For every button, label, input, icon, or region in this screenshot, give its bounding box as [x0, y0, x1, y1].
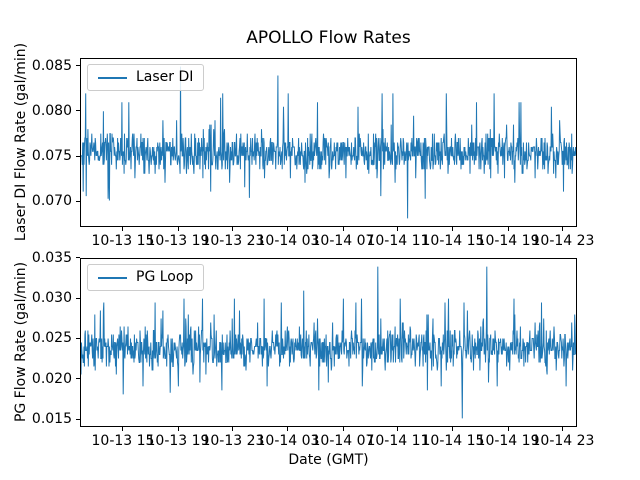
y-tick-mark — [76, 200, 80, 202]
x-tick-mark — [397, 427, 399, 431]
top-legend-label: Laser DI — [136, 69, 194, 85]
bottom-legend: PG Loop — [87, 264, 205, 291]
x-tick-mark — [177, 427, 179, 431]
bottom-plot-svg — [81, 266, 576, 419]
legend-line-sample-icon — [98, 76, 127, 79]
x-tick-mark — [287, 227, 289, 231]
y-tick-mark — [76, 418, 80, 420]
bottom-plot-area: PG Loop — [80, 258, 577, 427]
x-axis-label: Date (GMT) — [288, 452, 369, 468]
x-tick-mark — [507, 427, 509, 431]
y-tick-mark — [76, 257, 80, 259]
y-tick-mark — [76, 337, 80, 339]
laser-di-series-line — [81, 66, 576, 219]
x-tick-label: 10-13 19 — [146, 433, 210, 449]
x-tick-label: 10-13 23 — [201, 433, 265, 449]
x-tick-label: 10-14 03 — [256, 433, 320, 449]
x-tick-mark — [562, 427, 564, 431]
y-tick-mark — [76, 65, 80, 67]
x-tick-mark — [232, 427, 234, 431]
x-tick-mark — [342, 427, 344, 431]
x-tick-label: 10-14 15 — [421, 233, 485, 249]
y-tick-mark — [76, 155, 80, 157]
y-tick-label: 0.015 — [31, 411, 72, 428]
x-tick-label: 10-14 23 — [531, 433, 595, 449]
top-legend: Laser DI — [87, 64, 205, 91]
bottom-legend-label: PG Loop — [136, 269, 194, 285]
top-plot-svg — [81, 66, 576, 219]
x-tick-label: 10-14 07 — [311, 233, 375, 249]
x-tick-mark — [287, 427, 289, 431]
x-tick-mark — [232, 227, 234, 231]
x-tick-label: 10-14 15 — [421, 433, 485, 449]
y-tick-label: 0.035 — [31, 249, 72, 266]
x-tick-mark — [452, 427, 454, 431]
x-tick-label: 10-14 11 — [366, 233, 430, 249]
y-tick-label: 0.030 — [31, 290, 72, 307]
y-tick-mark — [76, 297, 80, 299]
x-tick-mark — [177, 227, 179, 231]
y-tick-label: 0.020 — [31, 370, 72, 387]
x-tick-label: 10-14 07 — [311, 433, 375, 449]
x-tick-mark — [507, 227, 509, 231]
top-plot-area: Laser DI — [80, 58, 577, 227]
legend-line-sample-icon — [98, 276, 127, 279]
y-tick-mark — [76, 378, 80, 380]
y-tick-label: 0.085 — [31, 57, 72, 74]
y-tick-label: 0.070 — [31, 193, 72, 210]
x-tick-mark — [342, 227, 344, 231]
x-tick-label: 10-13 15 — [91, 433, 155, 449]
y-tick-label: 0.025 — [31, 330, 72, 347]
pg-loop-series-line — [81, 266, 576, 419]
x-tick-label: 10-14 03 — [256, 233, 320, 249]
figure-title: APOLLO Flow Rates — [246, 28, 411, 48]
x-tick-label: 10-14 19 — [476, 233, 540, 249]
y-tick-mark — [76, 110, 80, 112]
y-tick-label: 0.075 — [31, 148, 72, 165]
x-tick-label: 10-13 19 — [146, 233, 210, 249]
x-tick-label: 10-14 11 — [366, 433, 430, 449]
y-tick-label: 0.080 — [31, 102, 72, 119]
x-tick-label: 10-13 15 — [91, 233, 155, 249]
x-tick-label: 10-14 19 — [476, 433, 540, 449]
x-tick-label: 10-14 23 — [531, 233, 595, 249]
x-tick-mark — [397, 227, 399, 231]
x-tick-mark — [122, 227, 124, 231]
x-tick-mark — [122, 427, 124, 431]
x-tick-label: 10-13 23 — [201, 233, 265, 249]
x-tick-mark — [452, 227, 454, 231]
x-tick-mark — [562, 227, 564, 231]
